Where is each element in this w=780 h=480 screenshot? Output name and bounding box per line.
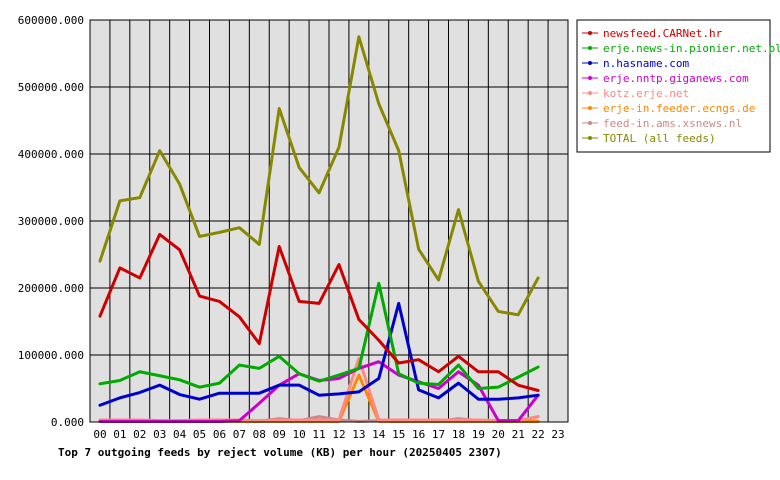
x-tick-label: 22: [532, 428, 545, 441]
x-tick-label: 09: [273, 428, 286, 441]
x-tick-label: 03: [153, 428, 166, 441]
x-tick-label: 23: [551, 428, 564, 441]
x-tick-label: 06: [213, 428, 226, 441]
series-line: [98, 301, 540, 407]
series-line: [98, 281, 540, 390]
x-tick-label: 12: [332, 428, 345, 441]
legend: newsfeed.CARNet.hr erje.news-in.pionier.n…: [576, 19, 780, 153]
y-tick-label: 0.000: [51, 416, 84, 429]
y-tick-label: 300000.000: [18, 215, 84, 228]
series-line: [98, 232, 540, 393]
x-tick-label: 16: [412, 428, 425, 441]
x-tick-label: 05: [193, 428, 206, 441]
legend-swatch-marker: [588, 121, 592, 125]
legend-swatch-marker: [588, 31, 592, 35]
x-tick-label: 00: [93, 428, 106, 441]
series-line: [98, 35, 540, 317]
x-tick-label: 19: [472, 428, 485, 441]
legend-swatch-marker: [588, 106, 592, 110]
x-axis: 00 01 02 03 04 05 06 07 08 09 10 11 12 13 14 15 16 17 18 19…: [93, 428, 564, 441]
legend-swatch-marker: [588, 76, 592, 80]
x-tick-label: 17: [432, 428, 445, 441]
y-tick-label: 400000.000: [18, 148, 84, 161]
legend-label: n.hasname.com: [603, 57, 689, 70]
x-tick-label: 13: [352, 428, 365, 441]
x-tick-label: 10: [293, 428, 306, 441]
series-lines: [98, 35, 540, 423]
x-tick-label: 11: [312, 428, 325, 441]
legend-swatch-marker: [588, 46, 592, 50]
legend-box: [576, 19, 771, 153]
x-tick-label: 14: [372, 428, 386, 441]
x-tick-label: 08: [253, 428, 266, 441]
legend-swatch-marker: [588, 91, 592, 95]
legend-label: erje-in.feeder.ecngs.de: [603, 102, 755, 115]
chart-title: Top 7 outgoing feeds by reject volume (K…: [58, 446, 502, 459]
x-tick-label: 01: [113, 428, 126, 441]
x-tick-label: 15: [392, 428, 405, 441]
plot-frame: [89, 19, 569, 423]
y-tick-label: 600000.000: [18, 14, 84, 27]
y-axis: 0.000 100000.000 200000.000 300000.000 40000…: [18, 14, 84, 429]
y-tick-label: 200000.000: [18, 282, 84, 295]
legend-swatch-marker: [588, 136, 592, 140]
legend-label: TOTAL (all feeds): [603, 132, 716, 145]
legend-label: erje.nntp.giganews.com: [603, 72, 749, 85]
x-tick-label: 18: [452, 428, 465, 441]
legend-label: erje.news-in.pionier.net.pl: [603, 42, 780, 55]
legend-label: feed-in.ams.xsnews.nl: [603, 117, 742, 130]
x-tick-label: 04: [173, 428, 187, 441]
legend-label: newsfeed.CARNet.hr: [603, 27, 723, 40]
x-tick-label: 20: [492, 428, 505, 441]
x-tick-label: 07: [233, 428, 246, 441]
legend-swatch-marker: [588, 61, 592, 65]
legend-label: kotz.erje.net: [603, 87, 689, 100]
x-tick-label: 02: [133, 428, 146, 441]
y-tick-label: 500000.000: [18, 81, 84, 94]
y-tick-label: 100000.000: [18, 349, 84, 362]
x-tick-label: 21: [512, 428, 525, 441]
